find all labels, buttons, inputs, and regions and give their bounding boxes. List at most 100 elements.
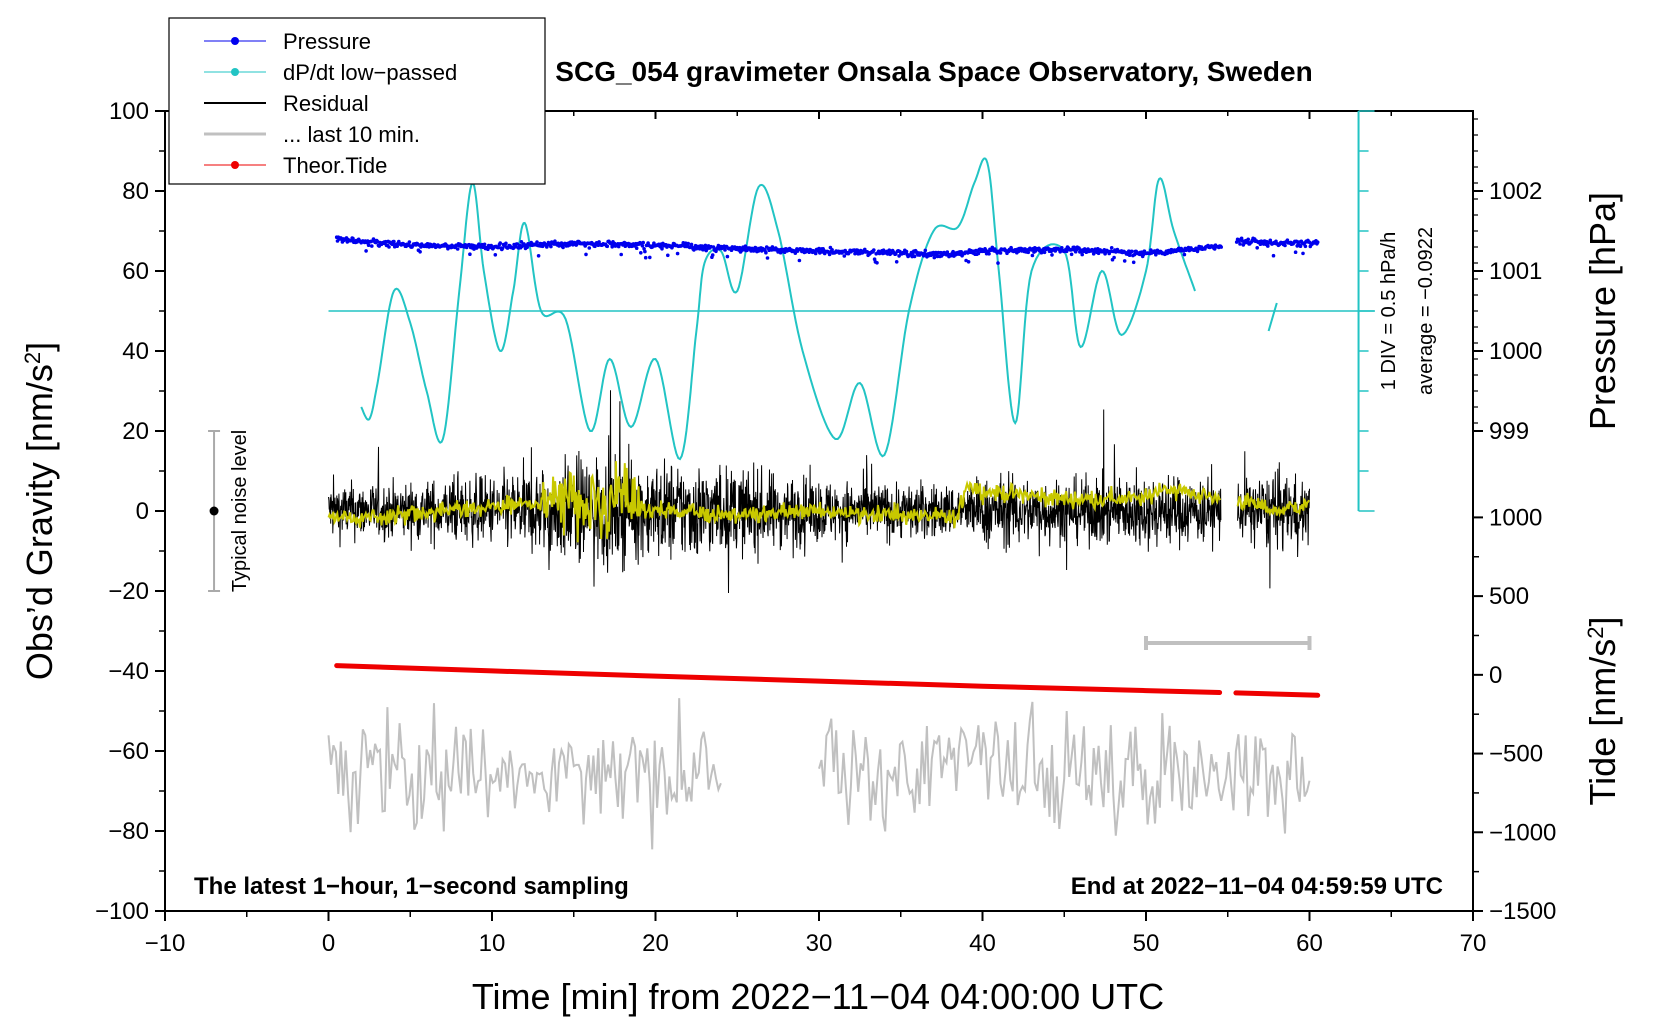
x-tick-label: 60 (1296, 930, 1323, 957)
legend-marker (231, 161, 239, 169)
pressure-tick-label: 1000 (1489, 338, 1542, 365)
pressure-point (364, 249, 368, 253)
y-axis-title-main: Obs’d Gravity [nm/s (19, 364, 60, 680)
pressure-point (675, 251, 680, 256)
pressure-point (660, 247, 664, 251)
pressure-point (1298, 244, 1303, 248)
pressure-point (1219, 245, 1223, 249)
tide-tick-label: −1500 (1489, 898, 1556, 925)
chart-title: SCG_054 gravimeter Onsala Space Observat… (555, 56, 1312, 87)
y-axis-title: Obs’d Gravity [nm/s2] (19, 342, 60, 680)
dpdt-scale (328, 110, 1375, 512)
dpdt-average-label: average = −0.0922 (1415, 227, 1437, 395)
pressure-point (998, 251, 1003, 255)
y-tick-label: −40 (108, 658, 149, 685)
legend-marker (231, 68, 239, 76)
pressure-point (500, 246, 505, 250)
pressure-point (966, 260, 971, 264)
pressure-point (587, 246, 592, 250)
pressure-point (525, 245, 529, 250)
legend-label: Theor.Tide (283, 153, 387, 178)
pressure-point (482, 242, 487, 247)
x-tick-label: −10 (145, 930, 186, 957)
pressure-point (710, 253, 715, 257)
pressure-point (1271, 253, 1276, 258)
pressure-point (640, 244, 645, 248)
pressure-point (605, 244, 610, 249)
y-axis-title-sup: 2 (20, 352, 45, 364)
pressure-point (976, 251, 981, 256)
pressure-point (723, 248, 727, 252)
pressure-tick-label: 1002 (1489, 178, 1542, 205)
pressure-point (1238, 242, 1242, 246)
legend-label: ... last 10 min. (283, 122, 420, 147)
y-tick-label: −20 (108, 578, 149, 605)
pressure-point (387, 245, 391, 249)
pressure-point (827, 252, 832, 257)
pressure-point (1109, 246, 1114, 250)
pressure-point (468, 252, 472, 256)
pressure-point (1009, 245, 1013, 250)
pressure-point (1122, 259, 1127, 263)
pressure-point (392, 239, 396, 244)
pressure-point (996, 261, 1000, 265)
x-tick-label: 50 (1133, 930, 1160, 957)
series-layer (327, 157, 1321, 850)
pressure-point (765, 256, 770, 260)
pressure-point (872, 257, 877, 262)
tide-axis-title-end: ] (1582, 617, 1623, 627)
pressure-point (486, 247, 490, 251)
last-10-min-trace (327, 698, 722, 850)
pressure-point (1303, 244, 1308, 249)
pressure-point (549, 244, 553, 249)
residual-trace (328, 390, 1222, 594)
y-tick-label: 20 (122, 418, 149, 445)
pressure-point (887, 248, 892, 252)
pressure-point (535, 240, 539, 244)
pressure-point (536, 254, 541, 258)
y-tick-label: −80 (108, 818, 149, 845)
pressure-point (689, 242, 694, 247)
x-tick-label: 70 (1460, 930, 1487, 957)
theor-tide-line (1233, 690, 1321, 698)
x-tick-label: 10 (479, 930, 506, 957)
tide-tick-label: −500 (1489, 741, 1543, 768)
pressure-point (1060, 246, 1064, 250)
residual-trace (1237, 451, 1310, 589)
smoothed-residual-trace (1236, 492, 1311, 518)
y-tick-label: −100 (95, 898, 149, 925)
legend: Pressure dP/dt low−passed Residual ... last… (204, 29, 457, 178)
x-tick-label: 30 (806, 930, 833, 957)
pressure-point (407, 240, 412, 244)
pressure-point (597, 240, 601, 244)
pressure-point (1266, 244, 1270, 248)
pressure-point (561, 245, 565, 250)
pressure-point (894, 252, 898, 256)
pressure-point (813, 251, 818, 256)
footer-right-text: End at 2022−11−04 04:59:59 UTC (1071, 873, 1443, 900)
pressure-point (923, 248, 928, 253)
tide-axis-title-sup: 2 (1583, 627, 1608, 639)
noise-bar-center (209, 506, 219, 516)
pressure-point (1042, 250, 1047, 255)
y-tick-label: 80 (122, 178, 149, 205)
pressure-point (764, 250, 768, 255)
tide-tick-label: 500 (1489, 583, 1529, 610)
pressure-tick-label: 1001 (1489, 258, 1542, 285)
pressure-point (872, 248, 876, 252)
pressure-point (584, 252, 588, 257)
pressure-axis-ticks: 999 1000 1001 1002 (1473, 118, 1542, 445)
pressure-point (1315, 240, 1320, 244)
pressure-point (641, 240, 645, 245)
pressure-point (932, 255, 937, 260)
pressure-point (642, 247, 646, 251)
pressure-point (1182, 252, 1187, 257)
pressure-point (1072, 245, 1076, 250)
y-tick-label: 40 (122, 338, 149, 365)
pressure-point (743, 244, 748, 248)
tide-axis-title-main: Tide [nm/s (1582, 639, 1623, 806)
pressure-point (366, 243, 371, 247)
pressure-point (634, 246, 639, 250)
pressure-point (1050, 253, 1054, 257)
pressure-point (643, 249, 647, 254)
